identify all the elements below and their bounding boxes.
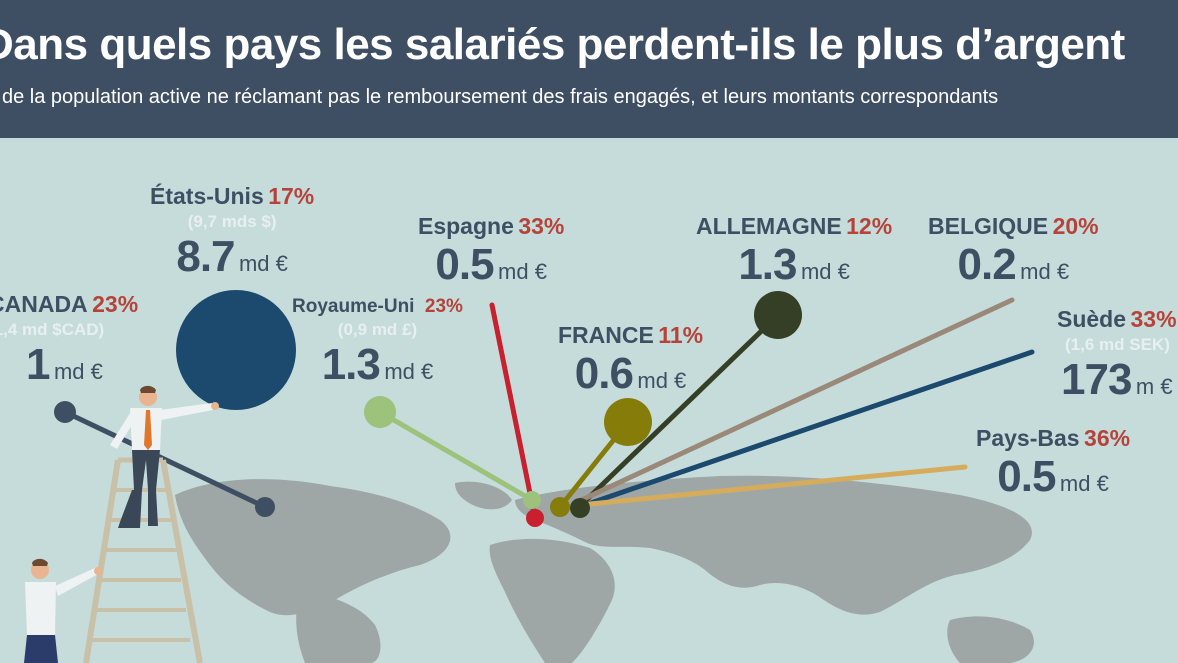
country-unit-spain: md € (498, 259, 547, 284)
dot-canada-end (255, 497, 275, 517)
country-amount-uk: 1.3 (321, 340, 381, 389)
dot-germany-end (570, 498, 590, 518)
country-pct-germany: 12% (846, 213, 893, 239)
country-pct-france: 11% (658, 322, 704, 348)
country-name-canada: CANADA (0, 291, 88, 317)
label-belgium: BELGIQUE 20% 0.2 md € (928, 213, 1099, 290)
dot-uk-end (523, 491, 541, 509)
country-name-germany: ALLEMAGNE (696, 213, 842, 239)
world-map-graphic (24, 290, 1035, 663)
header-banner: Dans quels pays les salariés perdent-ils… (0, 0, 1178, 138)
country-amount-canada: 1 (26, 340, 51, 389)
country-orig-sweden: (1,6 md SEK) (1065, 335, 1170, 354)
country-unit-usa: md € (238, 251, 288, 276)
label-spain: Espagne 33% 0.5 md € (418, 213, 564, 290)
connector-spain (489, 302, 538, 521)
dot-canada (54, 401, 76, 423)
connector-lines (62, 297, 1035, 521)
country-unit-uk: md € (384, 359, 434, 384)
country-name-spain: Espagne (418, 213, 514, 239)
country-orig-usa: (9,7 mds $) (187, 212, 277, 231)
country-name-belgium: BELGIQUE (928, 213, 1049, 239)
country-orig-uk: (0,9 md £) (337, 320, 418, 339)
country-name-france: FRANCE (558, 322, 654, 348)
country-amount-sweden: 173 (1061, 355, 1132, 404)
label-germany: ALLEMAGNE 12% 1.3 md € (696, 213, 892, 290)
country-unit-canada: md € (53, 359, 103, 384)
country-name-netherlands: Pays-Bas (976, 425, 1080, 451)
page-title: Dans quels pays les salariés perdent-ils… (0, 20, 1125, 69)
connector-netherlands (577, 464, 968, 508)
world-map (175, 475, 1034, 663)
country-pct-spain: 33% (518, 213, 565, 239)
country-pct-sweden: 33% (1130, 306, 1177, 332)
page-subtitle: de la population active ne réclamant pas… (2, 86, 999, 108)
country-unit-netherlands: md € (1059, 471, 1109, 496)
country-amount-belgium: 0.2 (957, 240, 1017, 289)
label-netherlands: Pays-Bas 36% 0.5 md € (976, 425, 1130, 502)
dot-spain-end (526, 509, 544, 527)
country-pct-canada: 23% (92, 291, 139, 317)
connector-sweden (582, 349, 1035, 508)
connector-germany (575, 312, 781, 511)
country-pct-netherlands: 36% (1084, 425, 1131, 451)
label-sweden: Suède 33% (1,6 md SEK) 173 m € (1057, 306, 1177, 405)
country-pct-usa: 17% (268, 183, 315, 209)
man-at-bottom (24, 558, 102, 663)
country-pct-uk: 23% (424, 296, 463, 317)
ladder-illustration (83, 457, 203, 663)
bubble-germany (754, 291, 802, 339)
country-amount-germany: 1.3 (738, 240, 797, 289)
label-uk: Royaume-Uni 23% (0,9 md £) 1.3 md € (292, 296, 463, 390)
label-usa: États-Unis 17% (9,7 mds $) 8.7 md € (150, 183, 314, 282)
bubble-france (604, 398, 652, 446)
connector-canada (62, 409, 268, 510)
country-unit-germany: md € (800, 259, 850, 284)
country-unit-belgium: md € (1020, 259, 1070, 284)
country-pct-belgium: 20% (1052, 213, 1099, 239)
country-amount-france: 0.6 (574, 349, 634, 398)
map-scene: États-Unis 17% (9,7 mds $) 8.7 md € CANA… (0, 138, 1178, 663)
bubble-uk (364, 396, 396, 428)
country-unit-france: md € (637, 368, 687, 393)
country-name-usa: États-Unis (150, 183, 264, 209)
country-amount-spain: 0.5 (435, 240, 494, 289)
label-france: FRANCE 11% 0.6 md € (558, 322, 703, 399)
label-canada: CANADA 23% (1,4 md $CAD) 1 md € (0, 291, 138, 390)
markers (54, 290, 802, 527)
dot-france-end (550, 497, 570, 517)
connector-belgium (572, 297, 1015, 506)
country-amount-usa: 8.7 (176, 232, 235, 281)
country-name-sweden: Suède (1057, 306, 1127, 332)
bubble-usa (176, 290, 296, 410)
country-amount-netherlands: 0.5 (997, 452, 1056, 501)
country-orig-canada: (1,4 md $CAD) (0, 320, 105, 339)
connector-uk (377, 409, 535, 503)
country-unit-sweden: m € (1135, 374, 1173, 399)
man-on-ladder (110, 385, 219, 528)
country-name-uk: Royaume-Uni (292, 296, 415, 317)
